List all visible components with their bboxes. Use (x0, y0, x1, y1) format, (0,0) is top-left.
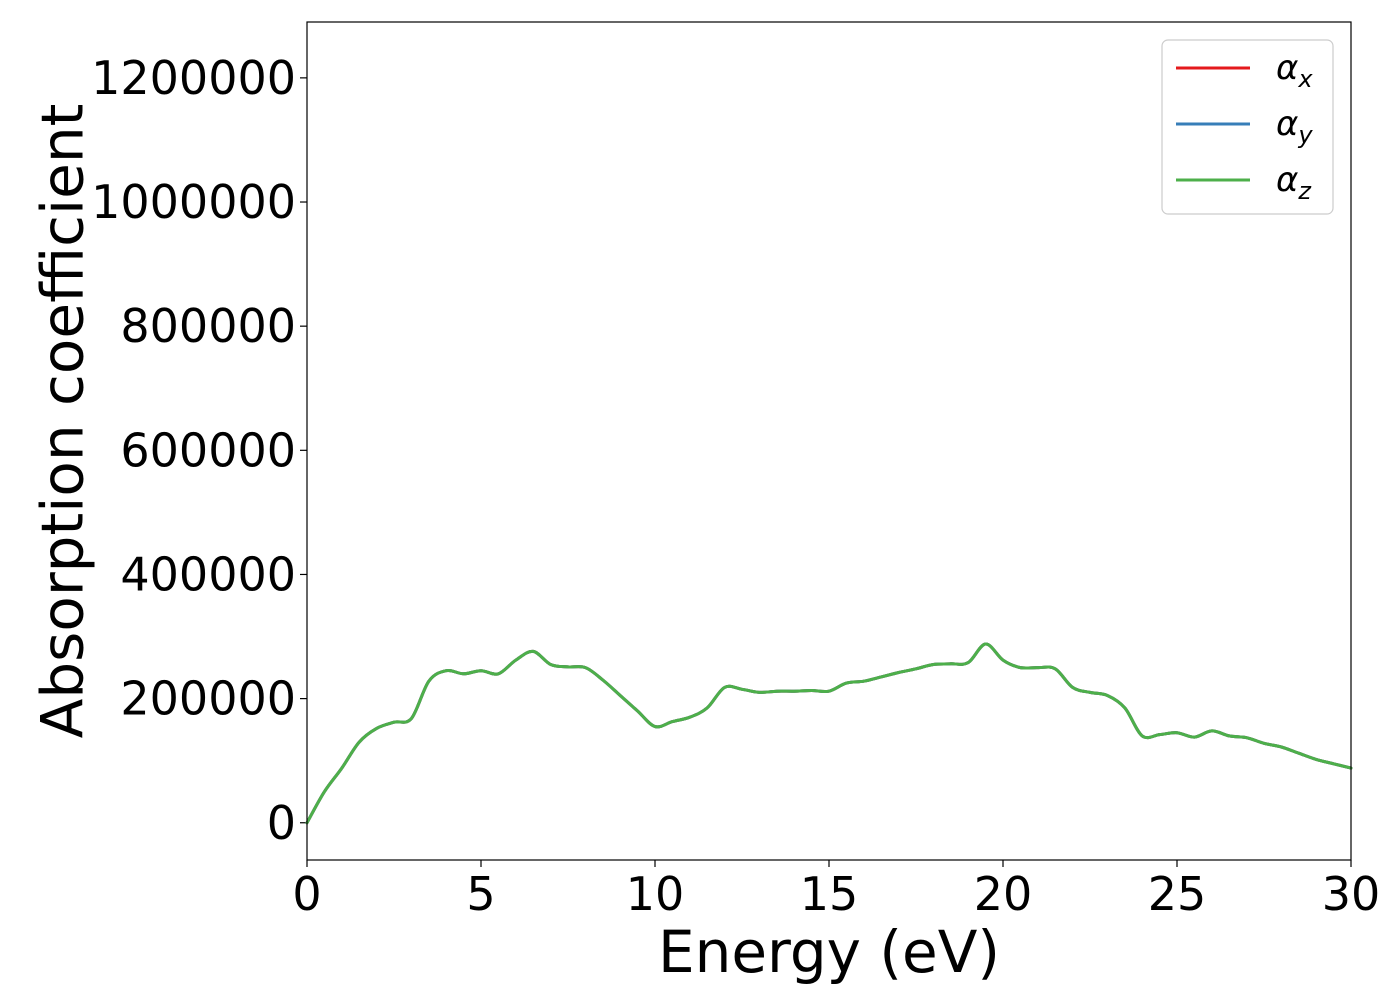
y-axis-ticks: 0 200000 400000 600000 800000 1000000 1200000 (91, 51, 307, 850)
legend-box (1161, 39, 1334, 215)
x-tick-label: 25 (1148, 867, 1207, 921)
x-tick-label: 20 (974, 867, 1033, 921)
y-tick-label: 800000 (120, 299, 296, 353)
y-tick-label: 0 (267, 796, 296, 850)
x-axis-label: Energy (eV) (658, 918, 1000, 986)
legend-label-z: αz (1276, 160, 1312, 205)
y-axis-label: Absorption coefficient (28, 104, 96, 739)
legend-subscript: x (1297, 65, 1313, 93)
x-tick-label: 0 (292, 867, 321, 921)
x-axis-ticks: 0 5 10 15 20 25 30 (292, 860, 1380, 921)
y-tick-label: 600000 (120, 423, 296, 477)
legend-symbol: α (1276, 104, 1298, 144)
legend-symbol: α (1276, 48, 1298, 88)
x-tick-label: 10 (626, 867, 685, 921)
legend-symbol: α (1276, 160, 1298, 200)
x-tick-label: 30 (1322, 867, 1381, 921)
y-tick-label: 200000 (120, 672, 296, 726)
legend-label-x: αx (1276, 48, 1313, 93)
plot-frame (306, 21, 1352, 861)
legend-label-y: αy (1276, 104, 1313, 149)
series-line-z (305, 642, 1353, 825)
x-tick-label: 5 (466, 867, 495, 921)
y-tick-label: 1200000 (91, 51, 296, 105)
legend-subscript: y (1297, 121, 1313, 149)
legend-subscript: z (1297, 177, 1312, 205)
x-tick-label: 15 (800, 867, 859, 921)
y-tick-label: 400000 (120, 547, 296, 601)
series-layer (305, 642, 1353, 825)
y-tick-label: 1000000 (91, 175, 296, 229)
